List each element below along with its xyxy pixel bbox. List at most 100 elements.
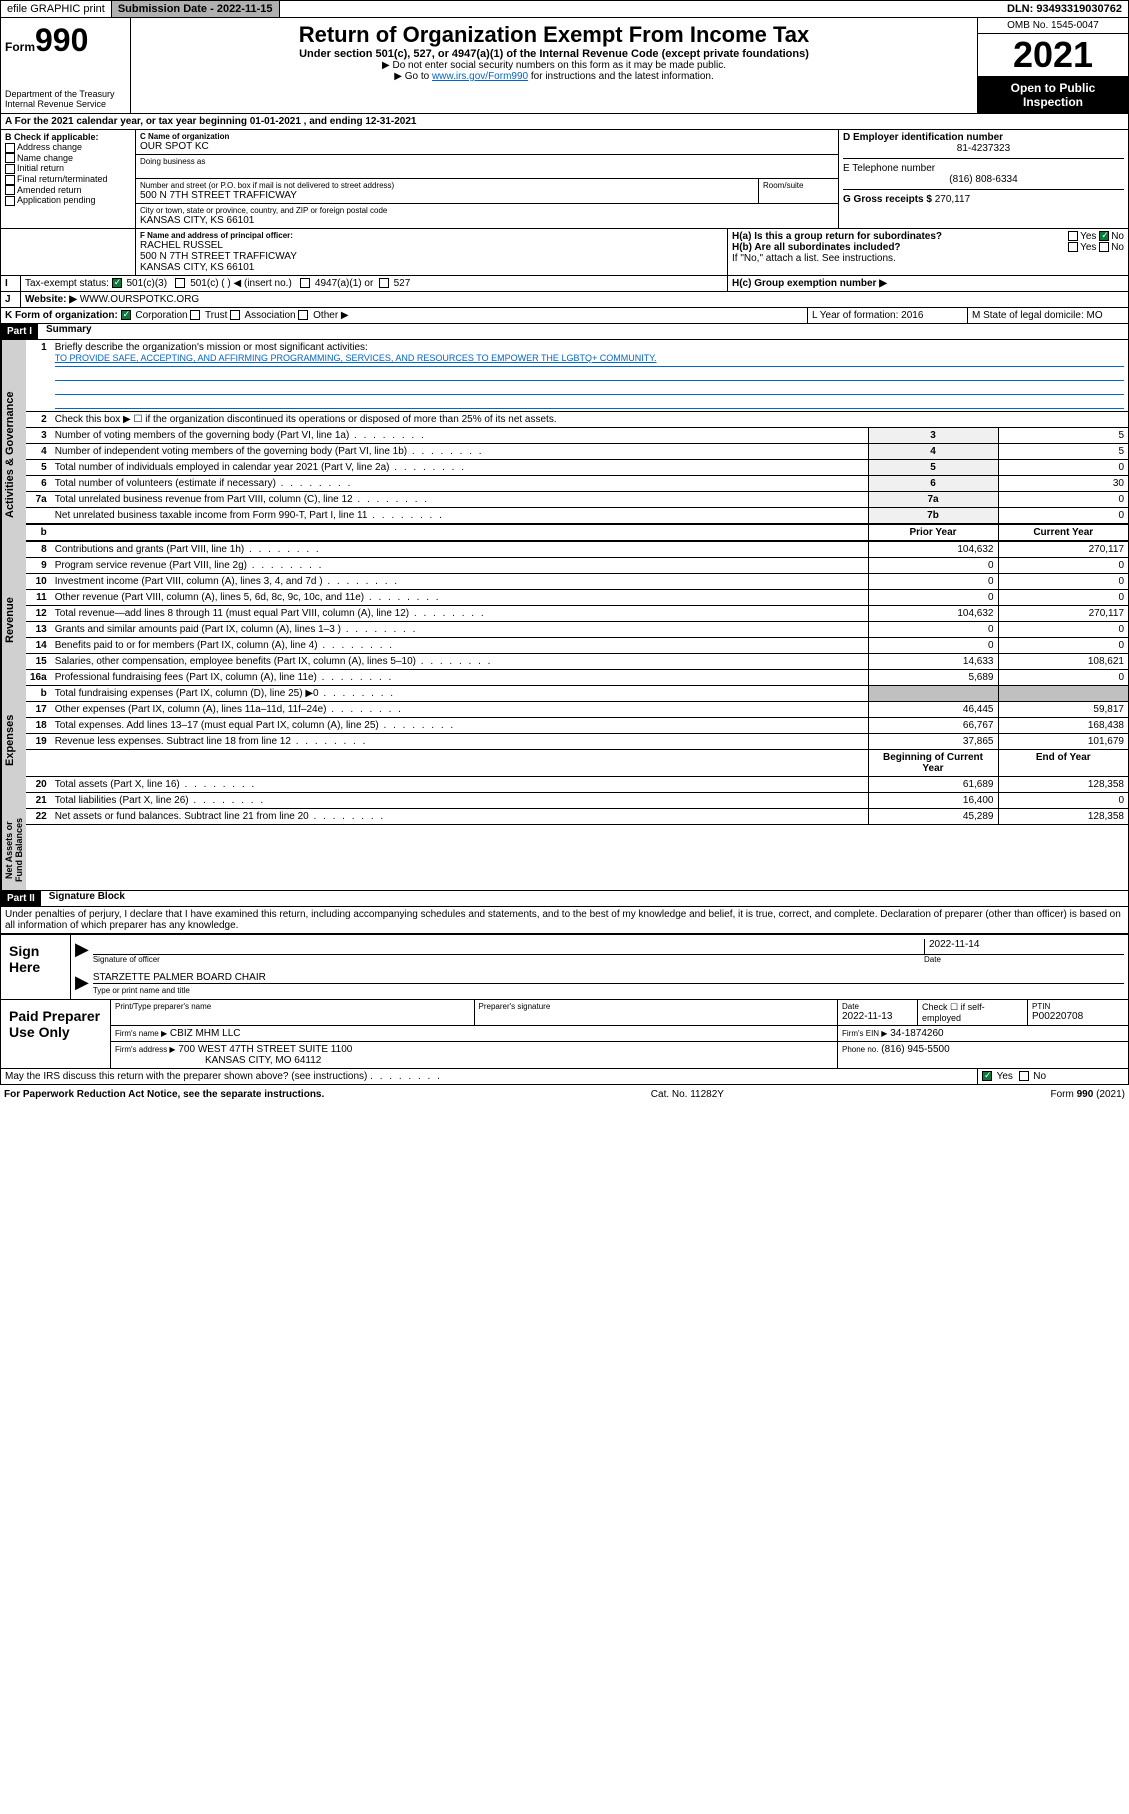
ha-yes[interactable]: Yes xyxy=(1080,231,1096,242)
beg-year-header: Beginning of Current Year xyxy=(868,750,998,777)
table-row: 7aTotal unrelated business revenue from … xyxy=(26,492,1128,508)
prep-sig-label: Preparer's signature xyxy=(479,1002,834,1011)
c-label: C Name of organization xyxy=(140,132,834,141)
firm-phone: (816) 945-5500 xyxy=(881,1044,949,1055)
table-row: bTotal fundraising expenses (Part IX, co… xyxy=(26,686,1128,702)
table-row: 8Contributions and grants (Part VIII, li… xyxy=(26,541,1128,558)
arrow-icon: ▶ xyxy=(75,939,89,964)
section-fh: F Name and address of principal officer:… xyxy=(0,229,1129,276)
cb-app-pending[interactable]: Application pending xyxy=(5,195,131,206)
room-label: Room/suite xyxy=(763,181,834,190)
cat-no: Cat. No. 11282Y xyxy=(651,1089,724,1100)
line2-text: Check this box ▶ ☐ if the organization d… xyxy=(51,412,1128,428)
d-label: D Employer identification number xyxy=(843,132,1124,143)
table-row: 17Other expenses (Part IX, column (A), l… xyxy=(26,702,1128,718)
table-row: 5Total number of individuals employed in… xyxy=(26,460,1128,476)
phone-label: Phone no. xyxy=(842,1045,878,1054)
prep-date-val: 2022-11-13 xyxy=(842,1011,913,1022)
hb-yes[interactable]: Yes xyxy=(1080,242,1096,253)
k-label: K Form of organization: xyxy=(5,310,118,321)
sig-date-label: Date xyxy=(924,955,1124,964)
city-label: City or town, state or province, country… xyxy=(140,206,834,215)
g-label: G Gross receipts $ xyxy=(843,194,932,205)
prep-name-label: Print/Type preparer's name xyxy=(115,1002,470,1011)
opt-corp: Corporation xyxy=(135,310,187,321)
line-a-text: A For the 2021 calendar year, or tax yea… xyxy=(1,114,1128,129)
sig-date-val: 2022-11-14 xyxy=(924,939,1124,955)
cb-amended-return[interactable]: Amended return xyxy=(5,185,131,196)
opt-assoc[interactable]: Association xyxy=(244,310,295,321)
ha-no: No xyxy=(1111,231,1124,242)
line-1: 1 Briefly describe the organization's mi… xyxy=(26,340,1128,412)
hb-note: If "No," attach a list. See instructions… xyxy=(732,253,1124,264)
form-subtitle: Under section 501(c), 527, or 4947(a)(1)… xyxy=(135,48,973,60)
table-row: 12Total revenue—add lines 8 through 11 (… xyxy=(26,606,1128,622)
section-i: I Tax-exempt status: 501(c)(3) 501(c) ( … xyxy=(0,276,1129,292)
dln-label: DLN: 93493319030762 xyxy=(1001,1,1128,17)
current-year-header: Current Year xyxy=(998,524,1128,541)
opt-1: Name change xyxy=(17,153,73,163)
balance-header-row: Beginning of Current Year End of Year xyxy=(26,750,1128,777)
f-label: F Name and address of principal officer: xyxy=(140,231,723,240)
table-row: 6Total number of volunteers (estimate if… xyxy=(26,476,1128,492)
opt-501c[interactable]: 501(c) ( ) ◀ (insert no.) xyxy=(190,278,292,289)
discuss-text: May the IRS discuss this return with the… xyxy=(5,1071,367,1082)
firm-name-label: Firm's name ▶ xyxy=(115,1029,167,1038)
form-header: Form990 Department of the Treasury Inter… xyxy=(0,18,1129,114)
opt-4: Amended return xyxy=(17,185,82,195)
instr-2: ▶ Go to www.irs.gov/Form990 for instruct… xyxy=(135,71,973,82)
table-row: 13Grants and similar amounts paid (Part … xyxy=(26,622,1128,638)
page-footer: For Paperwork Reduction Act Notice, see … xyxy=(0,1085,1129,1104)
irs-link[interactable]: www.irs.gov/Form990 xyxy=(432,71,528,82)
cb-501c3[interactable] xyxy=(112,278,122,288)
opt-3: Final return/terminated xyxy=(17,174,108,184)
paid-preparer-label: Paid Preparer Use Only xyxy=(1,1000,111,1068)
ha-no-check[interactable] xyxy=(1099,231,1109,241)
table-row: 19Revenue less expenses. Subtract line 1… xyxy=(26,734,1128,750)
opt-other[interactable]: Other ▶ xyxy=(313,310,348,321)
form-number: 990 xyxy=(35,22,88,58)
cb-address-change[interactable]: Address change xyxy=(5,142,131,153)
section-bcdeg: B Check if applicable: Address change Na… xyxy=(0,130,1129,229)
line-a: A For the 2021 calendar year, or tax yea… xyxy=(0,114,1129,130)
open-inspection: Open to Public Inspection xyxy=(978,77,1128,113)
officer-addr2: KANSAS CITY, KS 66101 xyxy=(140,262,723,273)
table-row: 18Total expenses. Add lines 13–17 (must … xyxy=(26,718,1128,734)
section-j: J Website: ▶ WWW.OURSPOTKC.ORG xyxy=(0,292,1129,308)
sign-here-label: Sign Here xyxy=(1,935,71,999)
opt-527[interactable]: 527 xyxy=(394,278,411,289)
arrow-icon-2: ▶ xyxy=(75,972,89,995)
check-self-employed[interactable]: Check ☐ if self-employed xyxy=(918,1000,1028,1025)
section-b-label: B Check if applicable: xyxy=(5,132,131,142)
hb-no[interactable]: No xyxy=(1111,242,1124,253)
opt-5: Application pending xyxy=(17,195,96,205)
table-row: 10Investment income (Part VIII, column (… xyxy=(26,574,1128,590)
vert-activities: Activities & Governance xyxy=(1,340,26,570)
opt-2: Initial return xyxy=(17,163,64,173)
omb-number: OMB No. 1545-0047 xyxy=(978,18,1128,33)
table-row: 3Number of voting members of the governi… xyxy=(26,428,1128,444)
part1-header-row: Part I Summary xyxy=(0,324,1129,339)
line1-label: Briefly describe the organization's miss… xyxy=(55,342,368,353)
ein-value: 81-4237323 xyxy=(843,143,1124,154)
e-label: E Telephone number xyxy=(843,163,1124,174)
line-a-value: For the 2021 calendar year, or tax year … xyxy=(15,116,417,127)
end-year-header: End of Year xyxy=(998,750,1128,777)
phone-value: (816) 808-6334 xyxy=(843,174,1124,185)
table-row: 20Total assets (Part X, line 16)61,68912… xyxy=(26,777,1128,793)
opt-4947[interactable]: 4947(a)(1) or xyxy=(315,278,373,289)
cb-name-change[interactable]: Name change xyxy=(5,153,131,164)
firm-addr2: KANSAS CITY, MO 64112 xyxy=(115,1055,833,1066)
m-state: M State of legal domicile: MO xyxy=(968,308,1128,323)
cb-final-return[interactable]: Final return/terminated xyxy=(5,174,131,185)
submission-date-button[interactable]: Submission Date - 2022-11-15 xyxy=(112,1,280,17)
discuss-no[interactable]: No xyxy=(1033,1071,1046,1082)
table-row: 21Total liabilities (Part X, line 26)16,… xyxy=(26,793,1128,809)
cb-corporation[interactable] xyxy=(121,310,131,320)
firm-name: CBIZ MHM LLC xyxy=(170,1028,241,1039)
dba-label: Doing business as xyxy=(140,157,834,166)
ptin-val: P00220708 xyxy=(1032,1011,1124,1022)
discuss-yes-check[interactable] xyxy=(982,1071,992,1081)
cb-initial-return[interactable]: Initial return xyxy=(5,163,131,174)
opt-trust[interactable]: Trust xyxy=(205,310,227,321)
